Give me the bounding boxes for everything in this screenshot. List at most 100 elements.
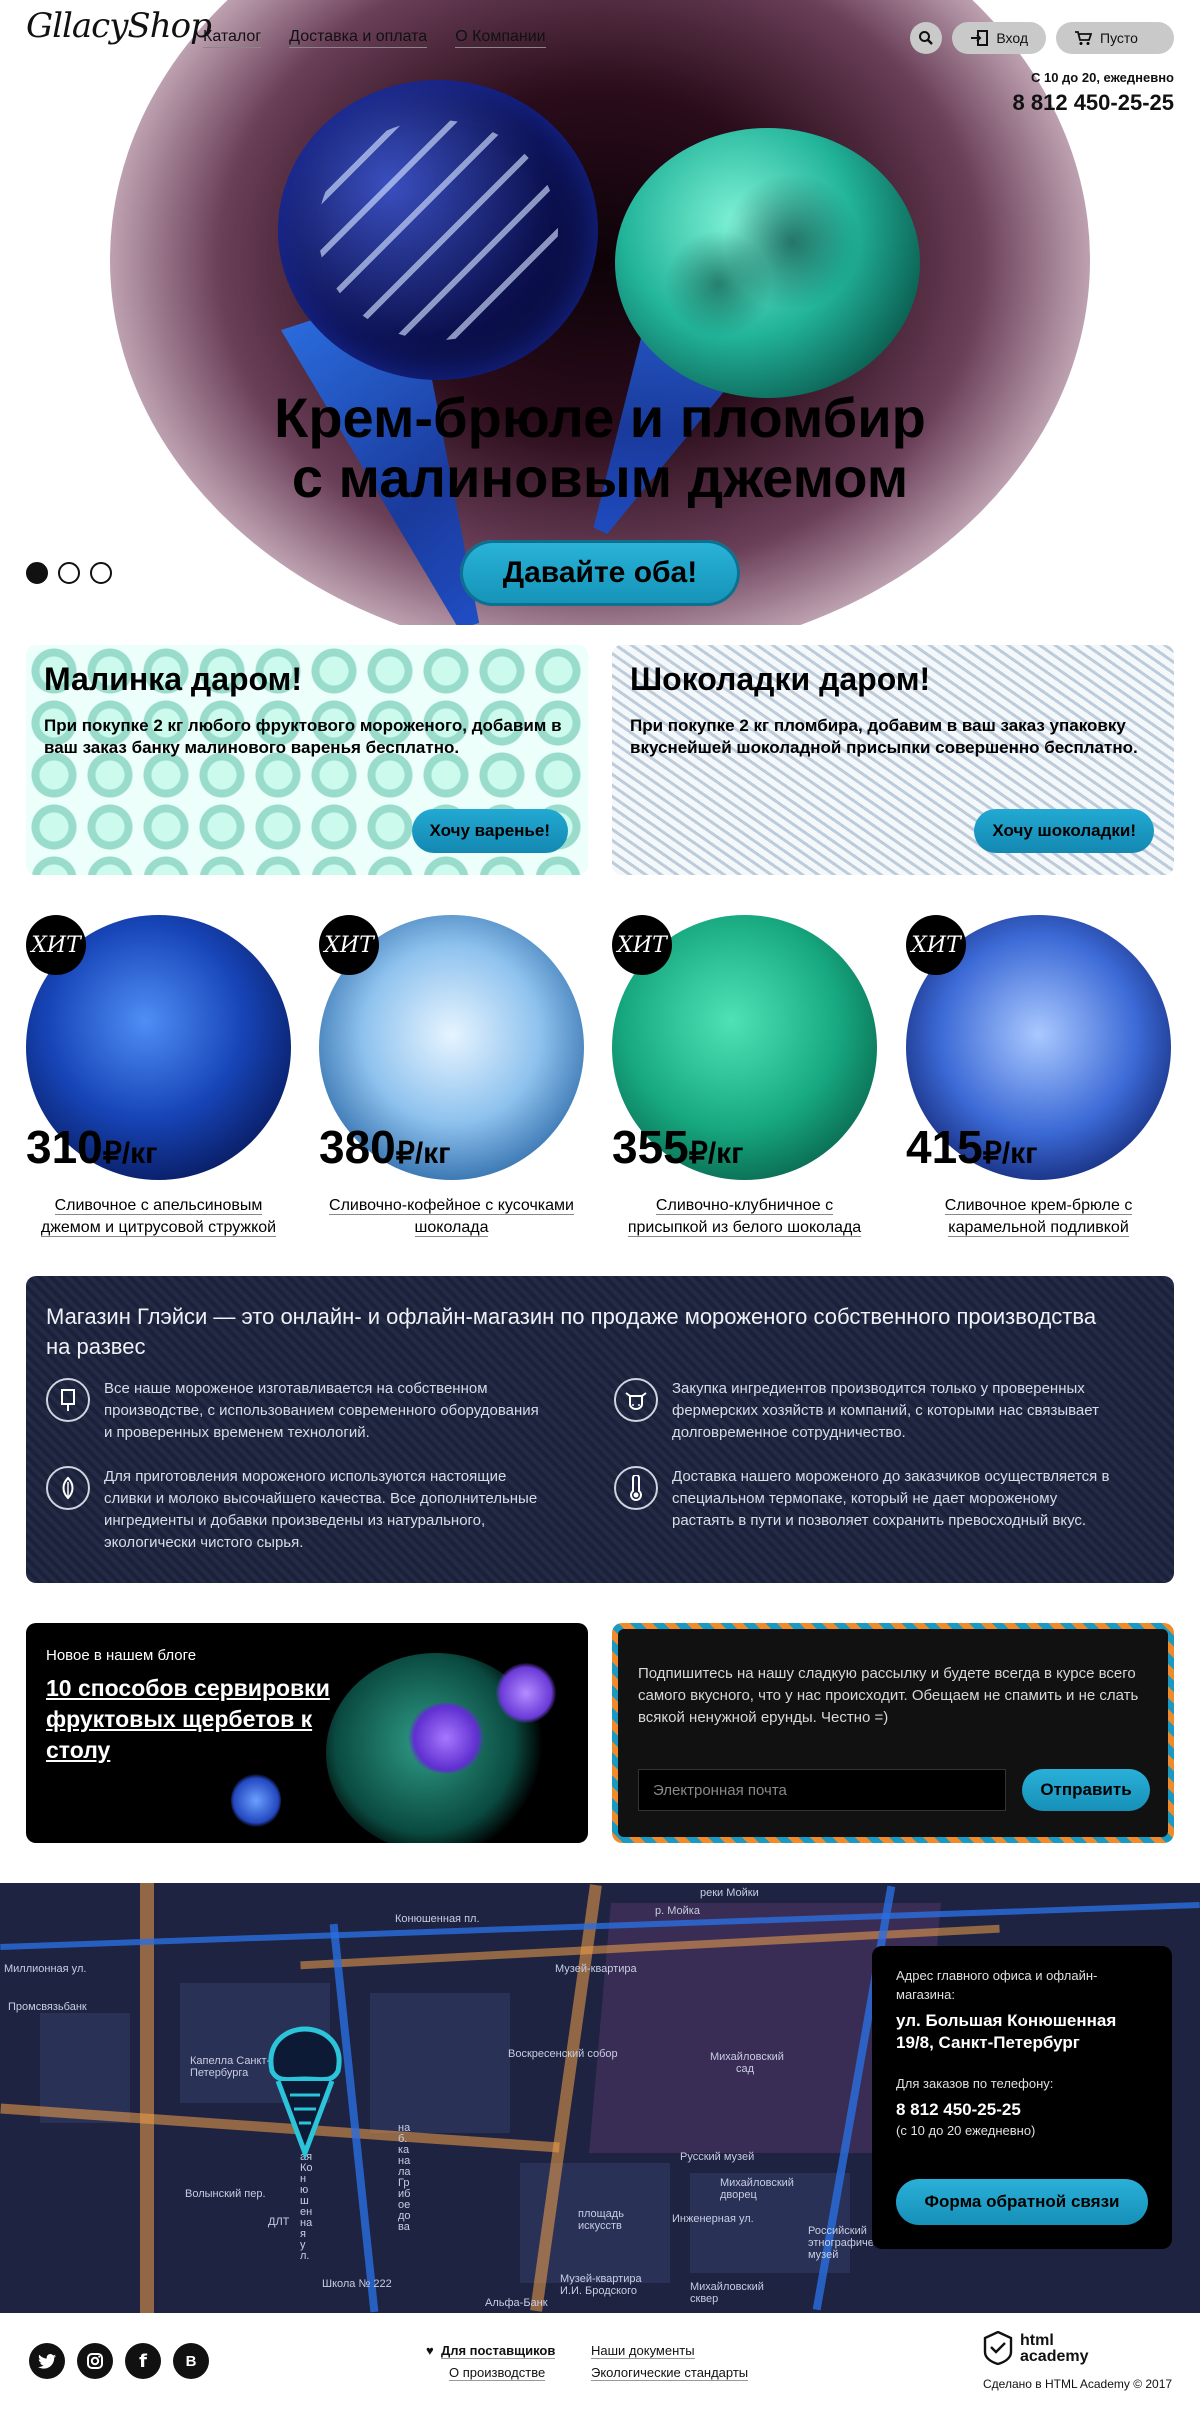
blog-teaser[interactable]: Новое в нашем блоге 10 способов сервиров…	[26, 1623, 588, 1843]
blog-image-berry	[231, 1773, 281, 1828]
product-name[interactable]: Сливочно-клубничное с присыпкой из белого…	[612, 1195, 877, 1239]
main-nav: Каталог Доставка и оплата О Компании	[203, 28, 546, 48]
nav-about[interactable]: О Компании	[455, 28, 546, 48]
twitter-icon[interactable]	[29, 2343, 65, 2379]
subscribe-button[interactable]: Отправить	[1022, 1769, 1150, 1811]
product-name-line2: шоколада	[414, 1219, 489, 1237]
leaf-icon	[46, 1466, 90, 1510]
product-name-line2: карамельной подливкой	[948, 1219, 1129, 1237]
slider-dot-3[interactable]	[90, 562, 112, 584]
map-label: Миллионная ул.	[4, 1963, 87, 1975]
product-price: 380₽/кг	[319, 1120, 451, 1174]
product-card[interactable]: ХИТ 355₽/кг Сливочно-клубничное с присыпк…	[612, 915, 877, 1245]
about-feature: Для приготовления мороженого используютс…	[46, 1466, 546, 1554]
product-card[interactable]: ХИТ 310₽/кг Сливочное с апельсиновым джем…	[26, 915, 291, 1245]
search-icon	[919, 31, 934, 45]
instagram-icon[interactable]	[77, 2343, 113, 2379]
made-by-text: Сделано в HTML Academy © 2017	[983, 2377, 1173, 2391]
hero-title: Крем-брюле и пломбир с малиновым джемом	[200, 388, 1000, 508]
phone-value[interactable]: 8 812 450-25-25	[896, 2100, 1021, 2119]
product-name[interactable]: Сливочно-кофейное с кусочками шоколада	[319, 1195, 584, 1239]
popsicle-icon	[46, 1378, 90, 1422]
product-name-line2: присыпкой из белого шоколада	[627, 1219, 862, 1237]
map-label: реки Мойки	[700, 1887, 759, 1899]
nav-catalog[interactable]: Каталог	[203, 28, 262, 48]
hit-badge: ХИТ	[319, 915, 379, 975]
phone-hours: (с 10 до 20 ежедневно)	[896, 2123, 1036, 2138]
login-button[interactable]: Вход	[952, 22, 1046, 54]
map-pin-icecream-icon[interactable]	[262, 2023, 348, 2159]
email-field[interactable]: Электронная почта	[638, 1769, 1006, 1811]
promo-title: Шоколадки даром!	[630, 661, 931, 697]
map-label: Конюшенная пл.	[395, 1913, 480, 1925]
product-name[interactable]: Сливочное с апельсиновым джемом и цитрусо…	[26, 1195, 291, 1239]
about-feature: Закупка ингредиентов производится только…	[614, 1378, 1114, 1444]
product-card[interactable]: ХИТ 380₽/кг Сливочно-кофейное с кусочкам…	[319, 915, 584, 1245]
blog-post-link[interactable]: 10 способов сервировки фруктовых щербето…	[46, 1675, 330, 1763]
phone-label: Для заказов по телефону:	[896, 2076, 1054, 2091]
price-value: 310	[26, 1121, 103, 1173]
about-feature: Все наше мороженое изготавливается на со…	[46, 1378, 546, 1444]
header-phone[interactable]: 8 812 450-25-25	[1012, 90, 1174, 115]
production-label: О производстве	[449, 2365, 546, 2381]
map-label: Михайловский дворец	[720, 2177, 794, 2201]
hero-title-line2: с малиновым джемом	[291, 446, 909, 509]
slider-dot-2[interactable]	[58, 562, 80, 584]
cart-label: Пусто	[1100, 30, 1138, 46]
heart-icon: ♥	[426, 2343, 434, 2358]
search-button[interactable]	[910, 22, 943, 54]
price-value: 380	[319, 1121, 396, 1173]
feedback-form-button[interactable]: Форма обратной связи	[896, 2179, 1148, 2225]
map-label: Музей-квартира	[555, 1963, 637, 1975]
map-block	[370, 1993, 510, 2133]
map-label: р. Мойка	[655, 1905, 700, 1917]
map-label: Капелла Санкт-Петербурга	[190, 2055, 271, 2079]
promo-jam-button[interactable]: Хочу варенье!	[411, 809, 568, 853]
cart-button[interactable]: Пусто	[1056, 22, 1174, 54]
product-card[interactable]: ХИТ 415₽/кг Сливочное крем-брюле с караме…	[906, 915, 1171, 1245]
vk-icon[interactable]: B	[173, 2343, 209, 2379]
hero-title-line1: Крем-брюле и пломбир	[274, 386, 926, 449]
hero-scoop-blue	[278, 80, 598, 380]
blog-image-berry	[406, 1703, 486, 1773]
map-label: ДЛТ	[268, 2216, 290, 2228]
cart-icon	[1075, 31, 1092, 45]
slider-dots	[26, 562, 112, 584]
suppliers-link[interactable]: ♥ Для поставщиков	[426, 2343, 556, 2359]
map-label: Русский музей	[680, 2151, 755, 2163]
map-label: Музей-квартира И.И. Бродского	[560, 2273, 642, 2297]
map-label: Российский этнографический музей	[808, 2225, 897, 2261]
map[interactable]: реки Мойки Конюшенная пл. р. Мойка Музей…	[0, 1883, 1200, 2313]
about-title: Магазин Глэйси — это онлайн- и офлайн-ма…	[46, 1304, 1097, 1359]
map-label: Альфа-Банк	[485, 2297, 548, 2309]
map-label: Школа № 222	[322, 2278, 392, 2290]
html-academy-logo-icon	[983, 2331, 1013, 2365]
hit-badge: ХИТ	[612, 915, 672, 975]
cow-icon	[614, 1378, 658, 1422]
facebook-icon[interactable]: f	[125, 2343, 161, 2379]
contact-card: Адрес главного офиса и офлайн-магазина: …	[872, 1946, 1172, 2249]
slider-dot-1[interactable]	[26, 562, 48, 584]
eco-standards-label: Экологические стандарты	[591, 2365, 749, 2381]
login-label: Вход	[996, 30, 1028, 46]
address-value: ул. Большая Конюшенная 19/8, Санкт-Петер…	[896, 2011, 1117, 2052]
work-hours: С 10 до 20, ежедневно	[1030, 70, 1174, 85]
about-feature-text: Все наше мороженое изготавливается на со…	[104, 1380, 539, 1441]
product-price: 415₽/кг	[906, 1120, 1038, 1174]
product-name-line1: Сливочно-клубничное с	[655, 1197, 834, 1215]
promo-chocolate-button[interactable]: Хочу шоколадки!	[974, 809, 1154, 853]
product-name[interactable]: Сливочное крем-брюле с карамельной подлив…	[906, 1195, 1171, 1239]
site-logo[interactable]: GllacyShop	[26, 6, 212, 46]
map-label: Инженерная ул.	[672, 2213, 754, 2225]
map-road	[140, 1883, 154, 2313]
nav-delivery[interactable]: Доставка и оплата	[289, 28, 428, 48]
documents-link[interactable]: Наши документы	[591, 2343, 695, 2359]
hero-cta-button[interactable]: Давайте оба!	[460, 540, 740, 606]
subscribe-form: Подпишитесь на нашу сладкую рассылку и б…	[612, 1623, 1174, 1843]
hero-scoop-mint	[615, 128, 920, 398]
eco-standards-link[interactable]: Экологические стандарты	[591, 2365, 749, 2381]
hit-badge: ХИТ	[26, 915, 86, 975]
html-academy-logo[interactable]: html academy	[1020, 2332, 1089, 2365]
production-link[interactable]: О производстве	[449, 2365, 546, 2381]
map-label: наб. канала Грибоедова	[398, 2122, 411, 2233]
